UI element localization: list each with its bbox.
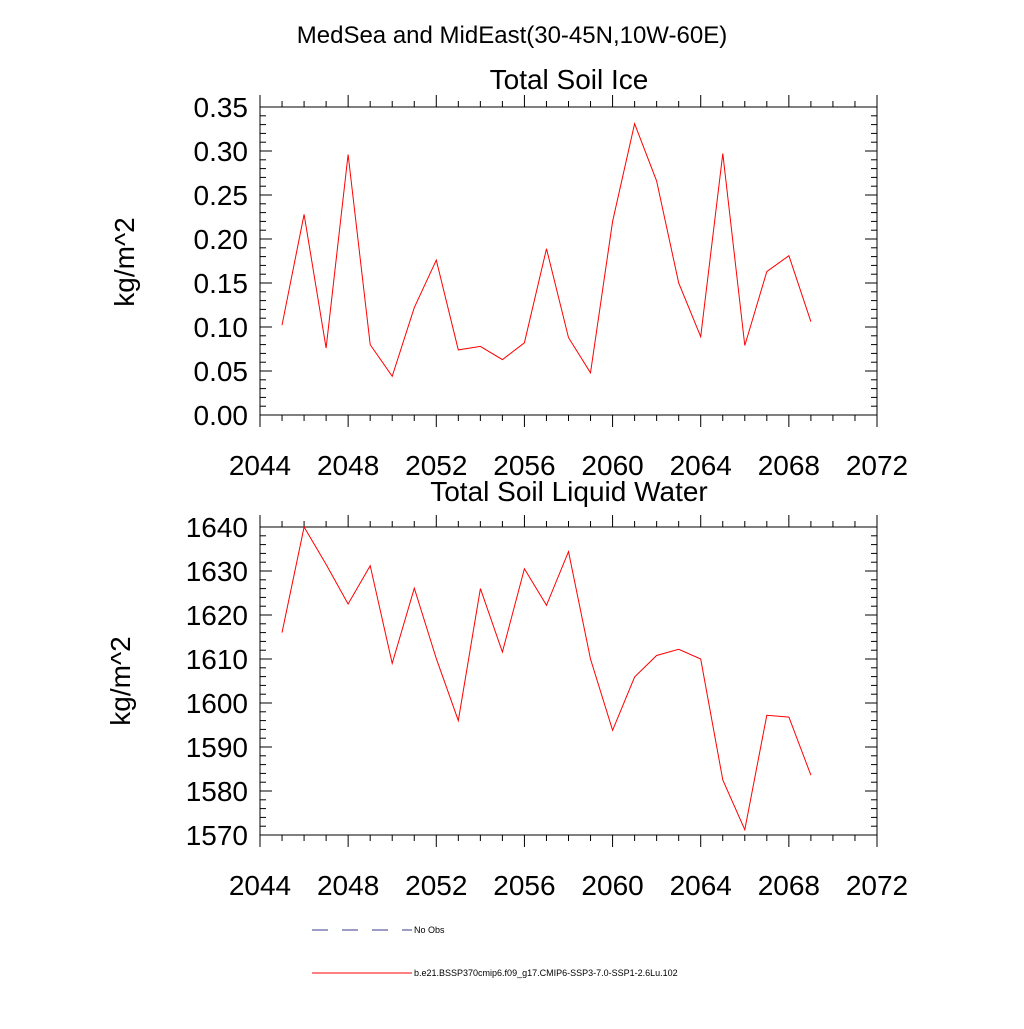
x-tick-label: 2064	[670, 870, 732, 901]
y-tick-label: 1630	[186, 556, 248, 587]
y-tick-label: 1600	[186, 688, 248, 719]
legend-entry-no-obs: No Obs	[312, 925, 445, 935]
plot-frame	[259, 526, 878, 836]
y-tick-label: 0.05	[194, 356, 249, 387]
series-line	[281, 121, 812, 378]
x-tick-label: 2048	[317, 870, 379, 901]
legend-entry-model-run: b.e21.BSSP370cmip6.f09_g17.CMIP6-SSP3-7.…	[312, 968, 678, 978]
y-tick-label: 1620	[186, 600, 248, 631]
y-tick-label: 1640	[186, 512, 248, 543]
legend: No Obs b.e21.BSSP370cmip6.f09_g17.CMIP6-…	[312, 925, 678, 978]
y-axis-label: kg/m^2	[105, 636, 136, 725]
y-tick-label: 0.10	[194, 312, 249, 343]
x-tick-label: 2048	[317, 450, 379, 481]
panel-total-soil-ice: Total Soil Ice kg/m^2 0.00 0.05 0.10 0.15 0.…	[109, 64, 908, 481]
y-tick-label: 1570	[186, 820, 248, 851]
y-tick-label: 1590	[186, 732, 248, 763]
x-tick-label: 2072	[846, 870, 908, 901]
x-tick-label: 2060	[581, 450, 643, 481]
x-tick-label: 2044	[229, 870, 291, 901]
y-tick-label: 0.25	[194, 180, 249, 211]
x-tick-label: 2068	[758, 870, 820, 901]
y-tick-label: 0.30	[194, 136, 249, 167]
x-tick-label: 2060	[581, 870, 643, 901]
y-tick-label: 0.00	[194, 400, 249, 431]
x-tick-label: 2056	[493, 450, 555, 481]
plot-frame	[259, 106, 878, 416]
x-tick-label: 2072	[846, 450, 908, 481]
figure-suptitle: MedSea and MidEast(30-45N,10W-60E)	[297, 22, 727, 49]
y-tick-label: 0.35	[194, 92, 249, 123]
x-tick-label: 2052	[405, 450, 467, 481]
x-tick-label: 2044	[229, 450, 291, 481]
series-line	[281, 525, 812, 832]
panel-total-soil-liquid-water: Total Soil Liquid Water kg/m^2 1570 1580 1…	[105, 476, 908, 901]
legend-label-no-obs: No Obs	[414, 925, 445, 935]
x-tick-label: 2052	[405, 870, 467, 901]
x-tick-label: 2056	[493, 870, 555, 901]
y-tick-label: 0.20	[194, 224, 249, 255]
panel-title: Total Soil Liquid Water	[430, 476, 708, 507]
y-tick-label: 1610	[186, 644, 248, 675]
x-tick-label: 2064	[670, 450, 732, 481]
y-tick-label: 0.15	[194, 268, 249, 299]
y-tick-label: 1580	[186, 776, 248, 807]
panel-title: Total Soil Ice	[490, 64, 649, 95]
x-tick-label: 2068	[758, 450, 820, 481]
y-axis-label: kg/m^2	[109, 217, 140, 306]
legend-label-model-run: b.e21.BSSP370cmip6.f09_g17.CMIP6-SSP3-7.…	[414, 968, 678, 978]
